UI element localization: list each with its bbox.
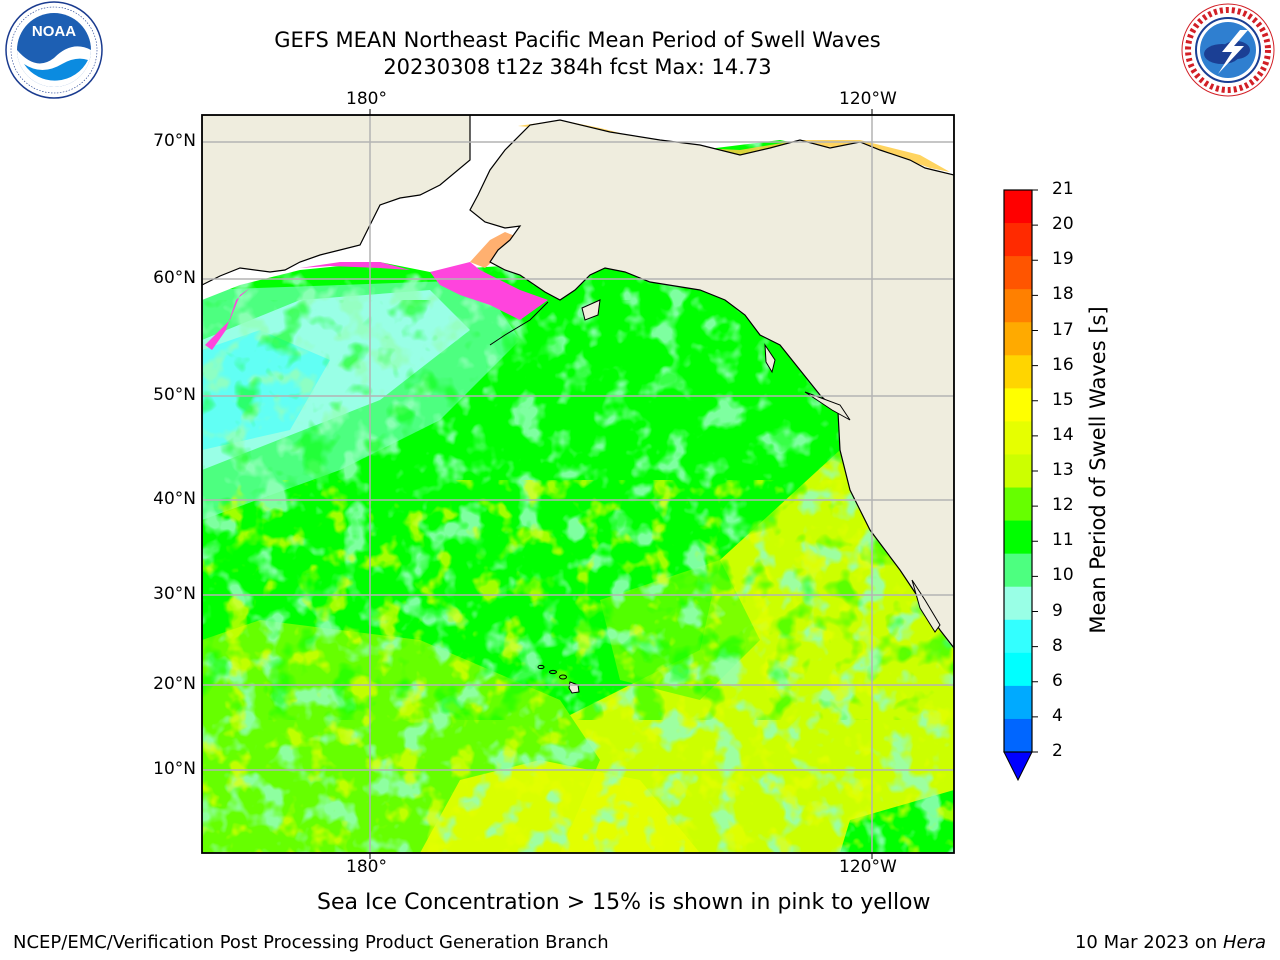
colorbar-tick-label: 11	[1052, 530, 1074, 551]
colorbar-tick-label: 13	[1052, 460, 1074, 480]
colorbar-tick-label: 8	[1052, 635, 1063, 656]
lon-tick-bottom-120w: 120°W	[839, 857, 897, 877]
colorbar-swatch	[1004, 487, 1032, 522]
colorbar-swatch	[1004, 718, 1032, 753]
footer-machine: Hera	[1222, 932, 1266, 953]
lat-tick-10n: 10°N	[153, 759, 196, 779]
footer-date: 10 Mar 2023 on Hera	[1075, 932, 1266, 953]
colorbar-label: Mean Period of Swell Waves [s]	[1086, 306, 1110, 634]
colorbar-tick-label: 4	[1052, 705, 1063, 726]
noaa-logo: NOAA	[5, 1, 103, 99]
colorbar-swatch	[1004, 454, 1032, 489]
colorbar-swatch	[1004, 520, 1032, 555]
colorbar-swatch	[1004, 619, 1032, 654]
colorbar-swatch	[1004, 289, 1032, 323]
map-frame	[201, 114, 955, 854]
lon-tick-bottom-180: 180°	[346, 857, 387, 877]
colorbar-tick-label: 12	[1052, 495, 1074, 516]
colorbar-tick-label: 18	[1052, 284, 1074, 305]
colorbar-swatch	[1004, 685, 1032, 720]
north-america-land	[469, 115, 954, 649]
colorbar-swatch	[1004, 223, 1032, 257]
lon-tick-top-120w: 120°W	[839, 89, 897, 109]
colorbar-tick-label: 19	[1052, 249, 1074, 270]
colorbar-tick-label: 6	[1052, 670, 1063, 691]
lat-tick-70n: 70°N	[153, 131, 196, 151]
colorbar-tick-label: 16	[1052, 354, 1074, 375]
colorbar-extend-arrow	[1003, 751, 1033, 782]
sea-ice-note: Sea Ice Concentration > 15% is shown in …	[317, 890, 931, 915]
colorbar-tick-label: 14	[1052, 424, 1074, 445]
map-area	[202, 115, 954, 853]
colorbar	[1003, 189, 1038, 782]
colorbar-tick-label: 17	[1052, 319, 1074, 340]
lat-tick-20n: 20°N	[153, 674, 196, 694]
colorbar-swatch	[1004, 355, 1032, 389]
colorbar-tick-label: 20	[1052, 214, 1074, 235]
lon-tick-top-180: 180°	[346, 89, 387, 109]
graticule	[202, 115, 954, 853]
footer-credit: NCEP/EMC/Verification Post Processing Pr…	[13, 932, 609, 953]
colorbar-swatch	[1004, 586, 1032, 621]
colorbar-swatch	[1004, 553, 1032, 588]
colorbar-tick-label: 10	[1052, 565, 1074, 586]
colorbar-swatch	[1004, 652, 1032, 687]
nws-logo	[1181, 3, 1275, 97]
colorbar-tick-label: 21	[1052, 179, 1074, 199]
lat-tick-60n: 60°N	[153, 268, 196, 288]
asia-land	[202, 115, 471, 286]
lat-tick-50n: 50°N	[153, 385, 196, 405]
footer-date-text: 10 Mar 2023 on	[1074, 932, 1223, 953]
colorbar-tick-label: 9	[1052, 600, 1063, 621]
noaa-logo-text: NOAA	[32, 23, 76, 40]
colorbar-swatch	[1004, 421, 1032, 455]
colorbar-swatch	[1004, 256, 1032, 290]
colorbar-tick-label: 15	[1052, 389, 1074, 410]
lat-tick-40n: 40°N	[153, 489, 196, 509]
colorbar-swatch	[1004, 388, 1032, 422]
colorbar-tick-label: 2	[1052, 741, 1063, 761]
colorbar-swatch	[1004, 322, 1032, 356]
colorbar-swatch	[1004, 190, 1032, 224]
chart-subtitle: 20230308 t12z 384h fcst Max: 14.73	[383, 55, 772, 79]
chart-title: GEFS MEAN Northeast Pacific Mean Period …	[274, 28, 881, 52]
lat-tick-30n: 30°N	[153, 584, 196, 604]
